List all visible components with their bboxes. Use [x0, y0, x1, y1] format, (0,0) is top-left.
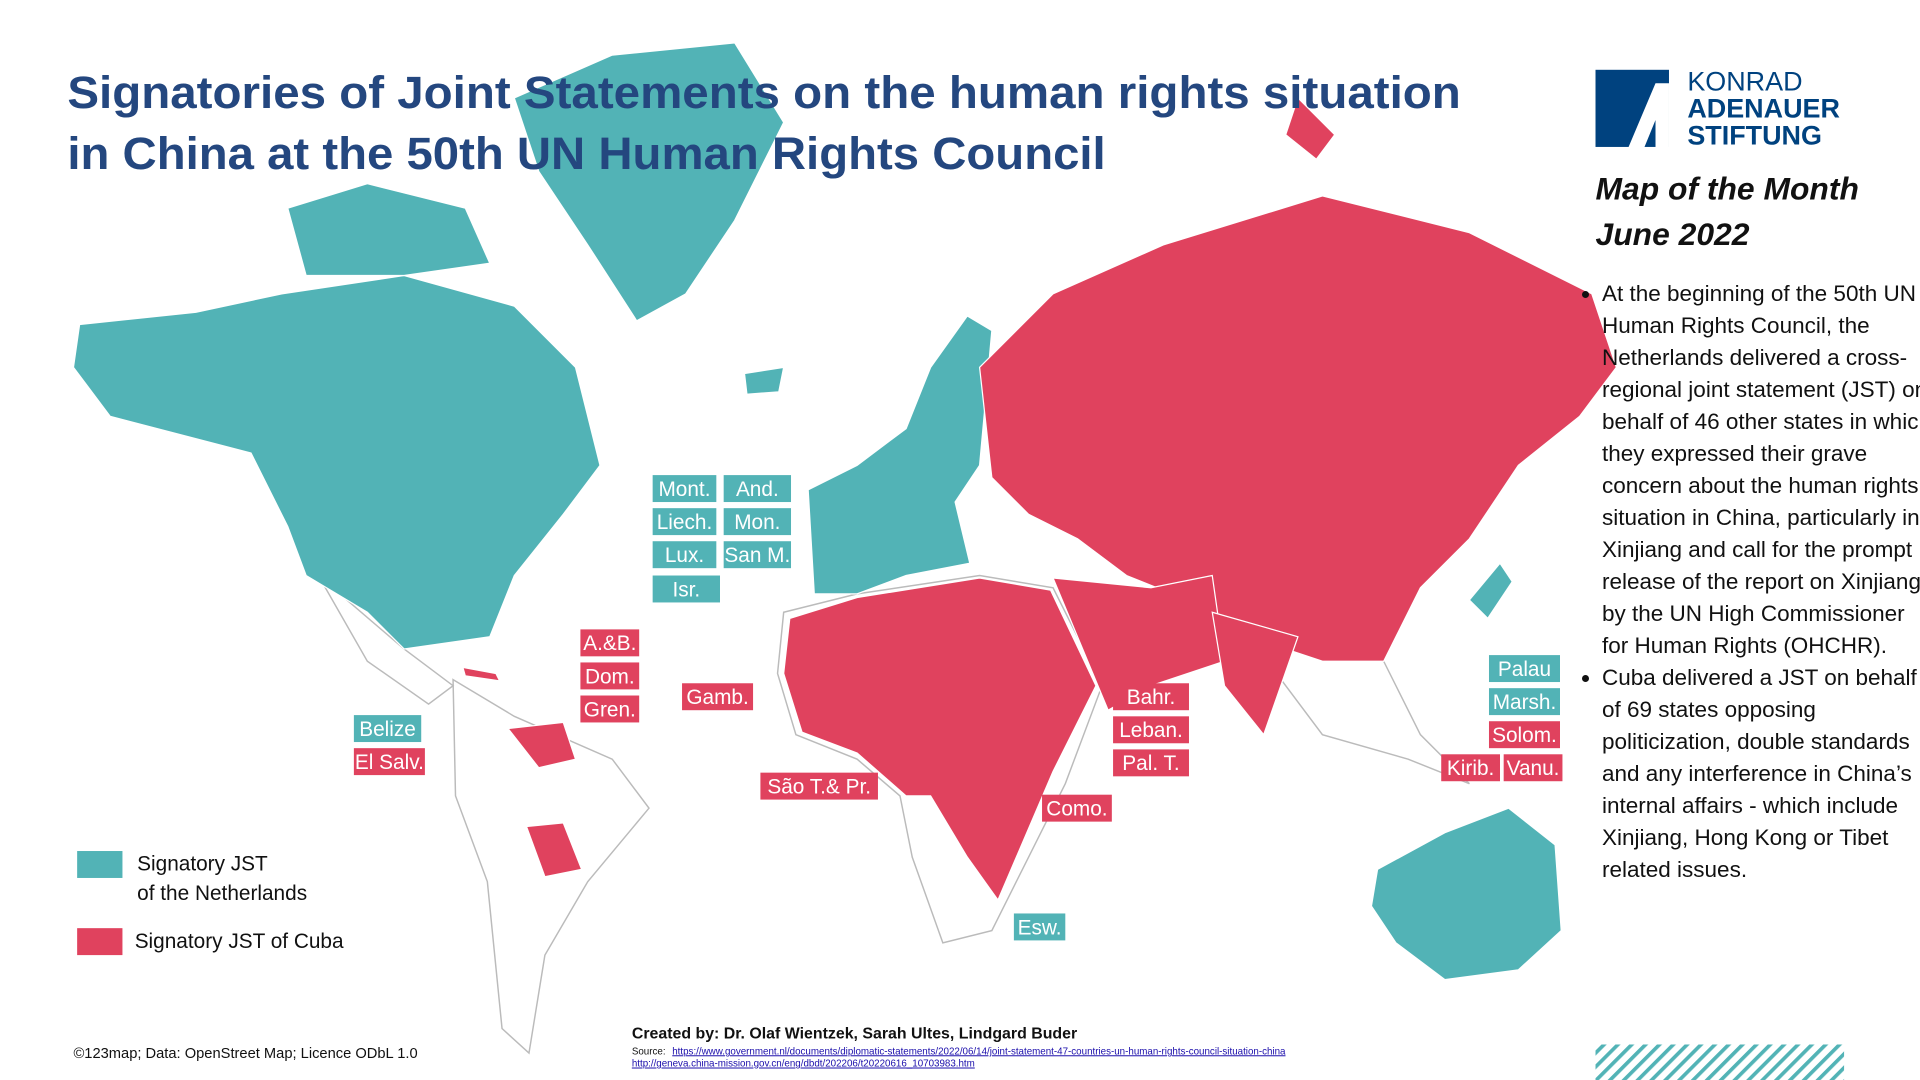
country-label-box	[1113, 749, 1189, 777]
country-label-box	[1488, 688, 1560, 716]
map-credit: ©123map; Data: OpenStreet Map; Licence O…	[73, 1046, 417, 1062]
country-label: Mont.	[658, 478, 710, 501]
country-label-box	[1503, 754, 1563, 782]
greenland	[513, 42, 785, 322]
country-label: Como.	[1046, 798, 1107, 821]
country-label-box	[760, 772, 878, 800]
country-label: Liech.	[657, 511, 713, 534]
country-label: Isr.	[672, 578, 700, 601]
north-america	[72, 274, 601, 650]
iceland	[743, 366, 785, 395]
country-label-box	[723, 541, 792, 569]
title-line: Signatories of Joint Statements on the h…	[67, 67, 1460, 118]
country-label-box	[682, 683, 754, 711]
country-label: Lux.	[665, 544, 704, 567]
africa-cuba-group	[783, 577, 1097, 902]
central-america	[317, 574, 455, 705]
venezuela	[507, 721, 577, 769]
country-label: Marsh.	[1493, 691, 1557, 714]
bullet: At the beginning of the 50th UN Human Ri…	[1602, 278, 1920, 662]
country-label-box	[652, 475, 717, 503]
country-label-box	[1113, 683, 1189, 711]
country-label-box	[580, 629, 640, 657]
source-link[interactable]: https://www.government.nl/documents/dipl…	[672, 1046, 1286, 1057]
country-label-box	[652, 541, 717, 569]
country-label-box	[353, 715, 422, 743]
legend: Signatory JST of the Netherlands Signatory…	[77, 851, 344, 956]
country-label-box	[652, 508, 717, 536]
logo-text: KONRAD	[1687, 67, 1802, 97]
country-label: And.	[736, 478, 779, 501]
country-labels: Mont. And. Liech. Mon. Lux. San M. Isr. A.&B. Do…	[353, 475, 1563, 941]
country-label: San M.	[724, 544, 790, 567]
country-label: Gamb.	[686, 686, 748, 709]
title-line: in China at the 50th UN Human Rights Cou…	[67, 128, 1105, 179]
decorative-hatch	[1595, 1044, 1845, 1080]
bullet: Cuba delivered a JST on behalf of 69 sta…	[1602, 662, 1920, 886]
world-map	[72, 42, 1618, 1055]
country-label-box	[1042, 794, 1112, 822]
country-label: Mon.	[734, 511, 780, 534]
country-label: Esw.	[1018, 916, 1062, 939]
country-label: El Salv.	[355, 751, 424, 774]
country-label: Bahr.	[1127, 686, 1176, 709]
country-label: Dom.	[585, 665, 635, 688]
japan	[1468, 562, 1513, 620]
country-label-box	[1113, 716, 1189, 744]
arctic-russia	[1284, 96, 1336, 161]
cuba	[461, 666, 501, 682]
europe	[807, 315, 993, 595]
sidebar-bullets: At the beginning of the 50th UN Human Ri…	[1580, 278, 1920, 886]
source-link[interactable]: http://geneva.china-mission.gov.cn/eng/d…	[632, 1059, 975, 1070]
middle-east	[1052, 574, 1226, 712]
arctic-islands	[287, 183, 491, 277]
logo-text: STIFTUNG	[1687, 120, 1822, 150]
legend-swatch	[77, 928, 123, 956]
country-label-box	[580, 695, 640, 723]
logo-text: ADENAUER	[1687, 94, 1840, 124]
sidebar-heading: Map of the Month	[1596, 171, 1859, 207]
country-label: São T.& Pr.	[767, 775, 871, 798]
country-label-box	[353, 748, 425, 776]
source-label: Source:	[632, 1046, 666, 1057]
logo-mark-stripe	[1628, 83, 1669, 147]
bolivia	[525, 822, 583, 878]
legend-label: Signatory JST	[137, 853, 268, 876]
country-label-box	[723, 508, 792, 536]
country-label: Belize	[359, 718, 416, 741]
country-label-box	[1488, 655, 1560, 683]
south-asia	[1211, 611, 1299, 736]
legend-label: Signatory JST of Cuba	[135, 930, 344, 953]
country-label: Pal. T.	[1122, 752, 1179, 775]
country-label-box	[723, 475, 792, 503]
australia	[1370, 807, 1562, 981]
logo: KONRAD ADENAUER STIFTUNG	[1595, 67, 1840, 150]
legend-swatch	[77, 851, 123, 878]
russia-china	[978, 195, 1618, 662]
country-label-box	[1013, 913, 1066, 941]
country-label: A.&B.	[583, 632, 636, 655]
country-label: Solom.	[1492, 724, 1557, 747]
country-label-box	[1488, 721, 1560, 749]
country-label: Kirib.	[1447, 757, 1494, 780]
country-label-box	[580, 662, 640, 690]
country-label: Gren.	[584, 698, 636, 721]
country-label-box	[1441, 754, 1500, 782]
country-label: Vanu.	[1507, 757, 1560, 780]
country-label: Leban.	[1119, 719, 1183, 742]
sidebar-heading: June 2022	[1596, 216, 1750, 252]
country-label: Palau	[1498, 658, 1551, 681]
legend-label: of the Netherlands	[137, 882, 307, 905]
country-label-box	[652, 575, 720, 603]
created-by: Created by: Dr. Olaf Wientzek, Sarah Ult…	[632, 1025, 1077, 1042]
